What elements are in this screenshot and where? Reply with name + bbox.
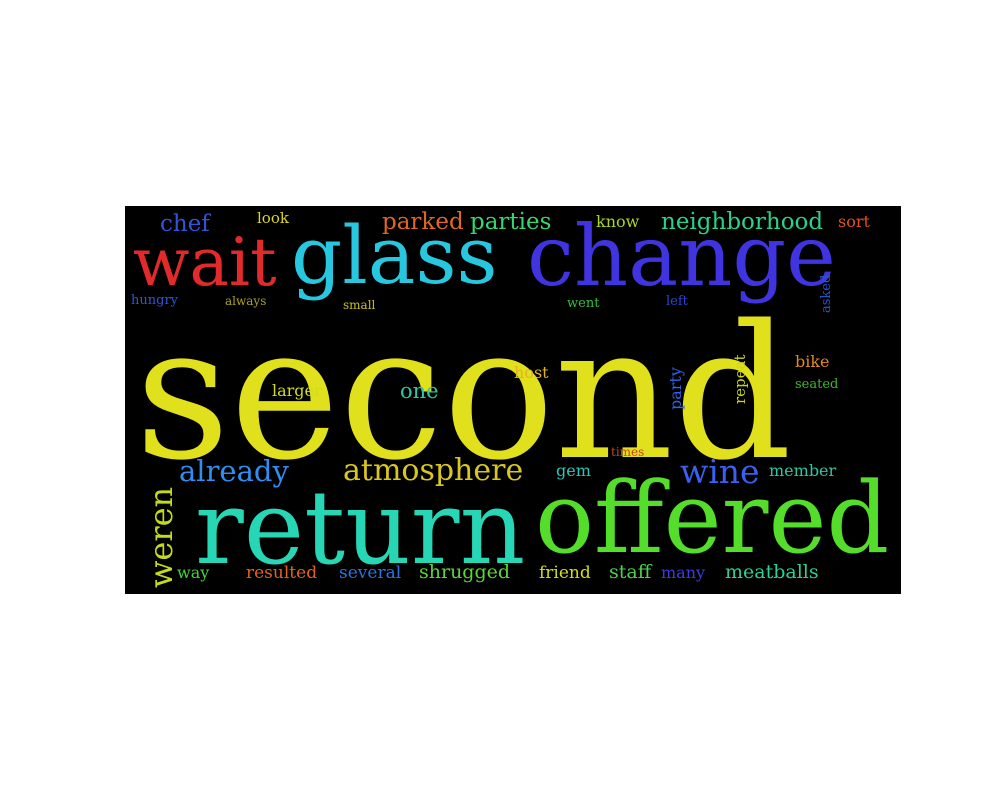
word-seated: seated [795,377,839,392]
word-already: already [179,454,289,488]
word-look: look [257,209,289,227]
word-bike: bike [795,352,830,371]
word-left: left [666,294,688,309]
word-neighborhood: neighborhood [661,209,824,235]
word-know: know [596,212,640,231]
word-second: second [135,285,792,501]
word-party: party [666,367,685,410]
word-parties: parties [470,209,552,235]
word-always: always [225,294,267,308]
word-wait: wait [133,224,277,301]
word-member: member [769,461,837,480]
word-meatballs: meatballs [725,561,819,583]
word-resulted: resulted [246,563,318,583]
word-times: times [611,445,645,459]
word-staff: staff [609,561,652,583]
word-parked: parked [382,209,464,235]
word-repeat: repeat [731,354,749,405]
word-many: many [661,563,706,582]
word-gem: gem [556,461,591,480]
word-atmosphere: atmosphere [343,453,524,488]
word-sort: sort [838,212,870,231]
word-cloud: second return offered change glass wait … [125,206,901,594]
word-weren: weren [142,486,180,588]
word-wine: wine [680,452,760,491]
word-small: small [343,298,376,312]
word-one: one [400,379,439,403]
word-chef: chef [160,211,210,237]
word-offered: offered [535,462,890,576]
word-shrugged: shrugged [419,561,511,583]
word-asked: asked [819,274,834,313]
word-glass: glass [291,209,498,302]
word-hungry: hungry [131,293,178,308]
word-return: return [195,469,526,588]
word-change: change [527,207,836,305]
word-way: way [177,563,210,582]
word-went: went [567,296,600,311]
word-several: several [339,563,402,583]
word-host: host [514,363,549,382]
word-friend: friend [539,563,591,583]
word-larger: larger [272,381,322,400]
